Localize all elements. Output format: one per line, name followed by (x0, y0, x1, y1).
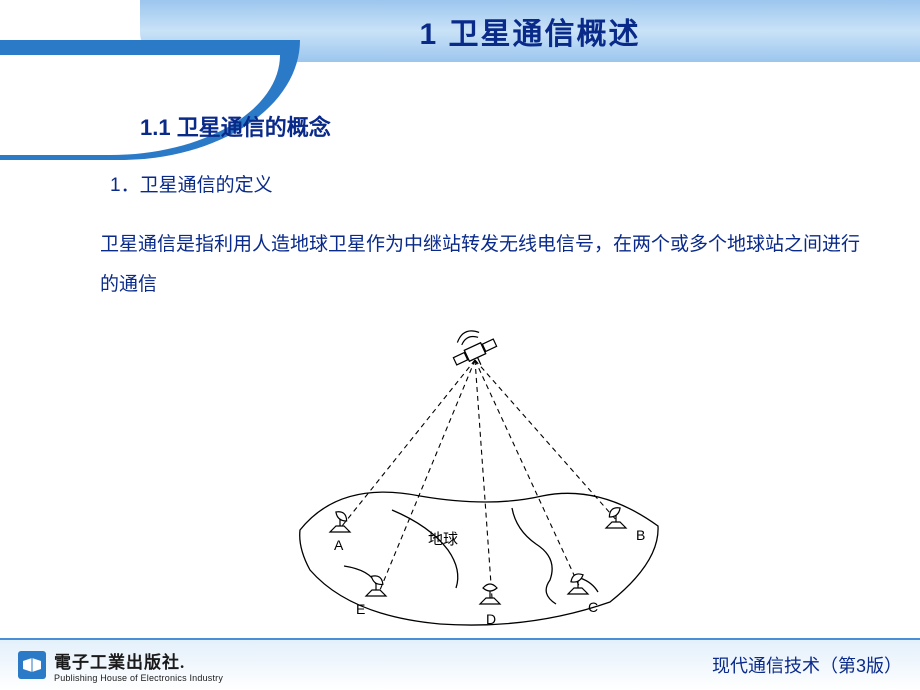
label-b: B (636, 527, 645, 543)
publisher-en: Publishing House of Electronics Industry (54, 673, 223, 683)
footer-right-text: 现代通信技术（第3版） (712, 652, 902, 678)
signal-links (342, 360, 618, 598)
slide: 1 卫星通信概述 1.1 卫星通信的概念 1．卫星通信的定义 卫星通信是指利用人… (0, 0, 920, 690)
station-d (480, 584, 500, 604)
station-labels: A B C D E (334, 527, 645, 627)
label-a: A (334, 537, 344, 553)
satellite-diagram: 地球 (280, 330, 680, 630)
label-e: E (356, 601, 365, 617)
station-c (568, 571, 588, 594)
station-a (330, 509, 350, 532)
label-c: C (588, 599, 598, 615)
body-text: 卫星通信是指利用人造地球卫星作为中继站转发无线电信号，在两个或多个地球站之间进行… (100, 225, 870, 305)
publisher-block: 電子工業出版社. Publishing House of Electronics… (18, 648, 223, 683)
footer: 電子工業出版社. Publishing House of Electronics… (0, 638, 920, 690)
ground-stations (330, 505, 626, 604)
slide-title: 1 卫星通信概述 (419, 9, 640, 53)
label-d: D (486, 611, 496, 627)
publisher-text: 電子工業出版社. Publishing House of Electronics… (54, 648, 223, 683)
publisher-cn: 電子工業出版社. (54, 648, 223, 673)
content-area: 1.1 卫星通信的概念 1．卫星通信的定义 卫星通信是指利用人造地球卫星作为中继… (140, 110, 870, 305)
section-label: 1．卫星通信的定义 (110, 170, 870, 197)
station-e (366, 573, 386, 596)
earth-shape (300, 492, 658, 625)
subtitle: 1.1 卫星通信的概念 (140, 110, 870, 142)
publisher-logo-icon (18, 651, 46, 679)
satellite-icon (446, 330, 501, 374)
station-b (606, 505, 626, 528)
earth-label: 地球 (428, 531, 458, 548)
